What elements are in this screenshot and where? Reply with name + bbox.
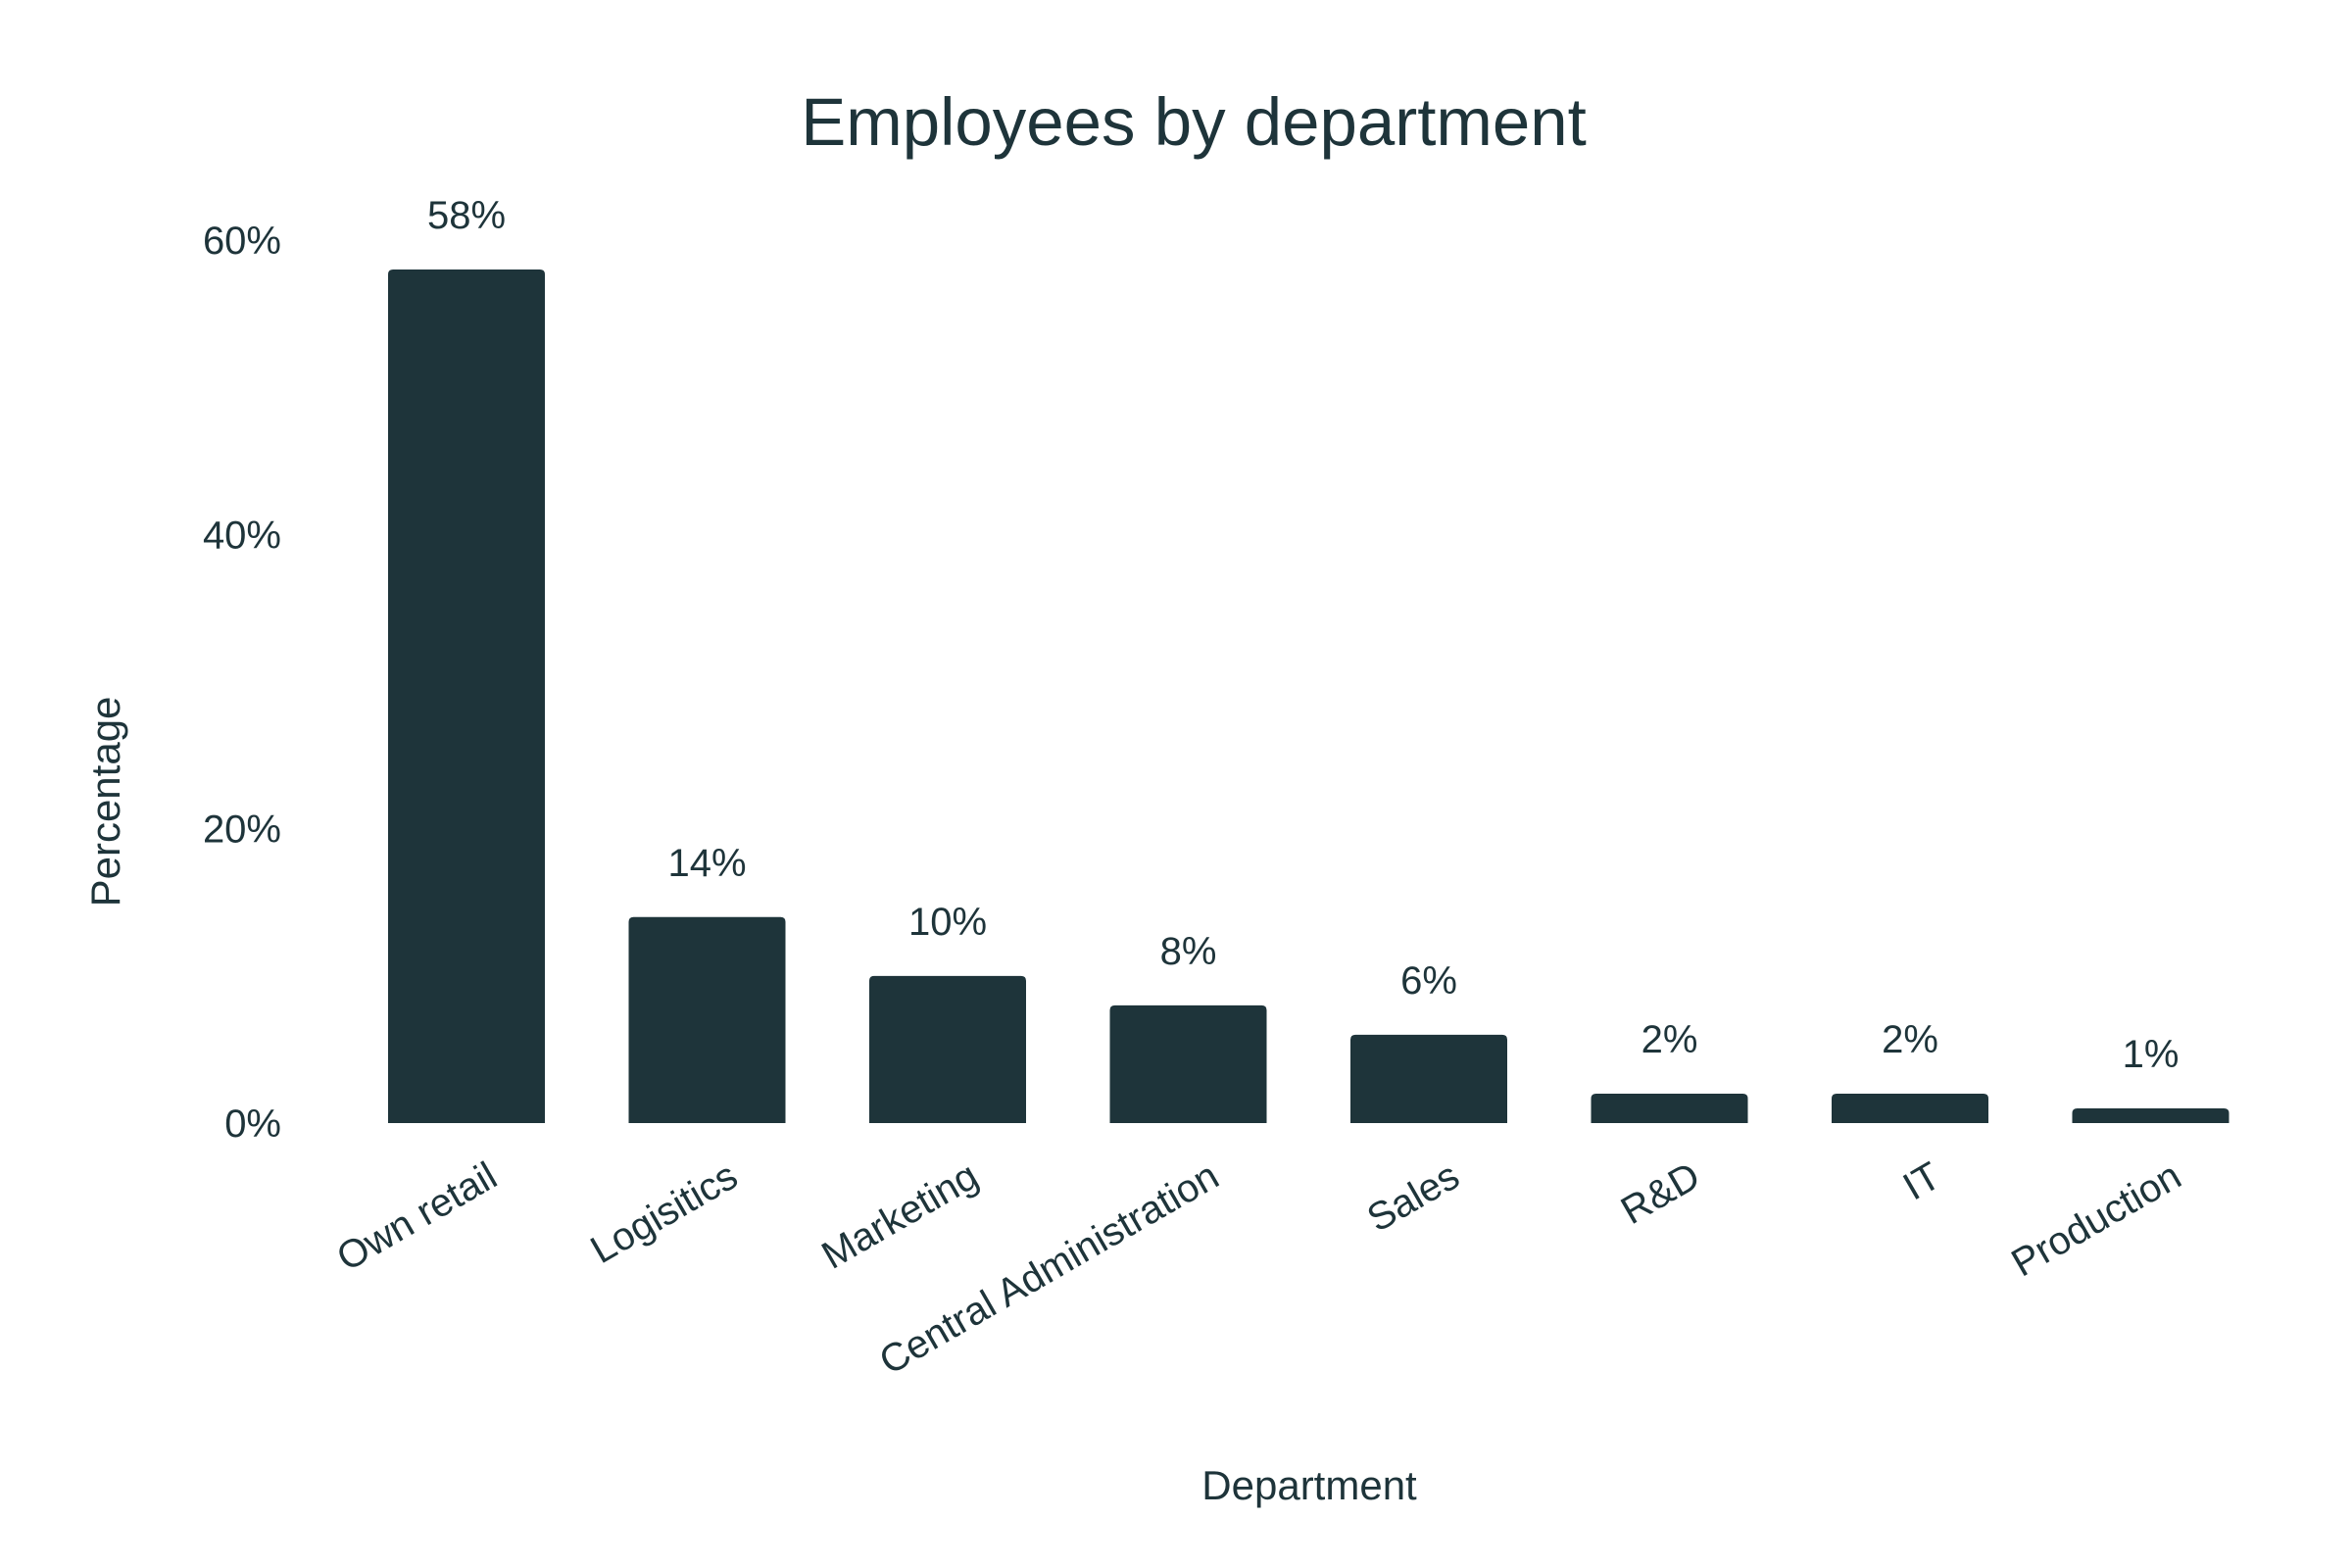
data-label: 2%	[1882, 1018, 1938, 1061]
bar	[1350, 1034, 1507, 1123]
y-tick-label: 60%	[203, 220, 281, 263]
bar	[1591, 1093, 1748, 1123]
data-label: 10%	[908, 901, 987, 944]
bar	[628, 916, 786, 1123]
x-tick-label: Sales	[1360, 1154, 1467, 1241]
bars-group	[388, 270, 2230, 1123]
bar	[1109, 1004, 1267, 1123]
data-labels-group: 58% 14% 10% 8% 6% 2% 2% 1%	[427, 194, 2179, 1076]
data-label: 14%	[667, 842, 746, 885]
x-tick-label: Own retail	[330, 1154, 505, 1280]
y-axis-title: Percentage	[82, 697, 128, 907]
data-label: 6%	[1400, 959, 1457, 1003]
bar	[869, 975, 1026, 1123]
y-tick-label: 0%	[224, 1102, 281, 1146]
x-tick-label: Production	[2004, 1154, 2188, 1286]
x-tick-label: Logisitics	[584, 1154, 745, 1272]
bar	[2072, 1107, 2230, 1123]
y-tick-label: 20%	[203, 808, 281, 852]
chart-title: Employees by department	[801, 84, 1587, 160]
x-axis-title: Department	[1201, 1462, 1417, 1508]
y-axis-ticks: 0% 20% 40% 60%	[203, 220, 281, 1146]
x-tick-label: IT	[1896, 1154, 1948, 1209]
data-label: 1%	[2123, 1033, 2180, 1076]
bar	[1832, 1093, 1988, 1123]
y-tick-label: 40%	[203, 514, 281, 557]
bar	[388, 270, 545, 1123]
data-label: 58%	[427, 194, 506, 237]
x-tick-label: R&D	[1614, 1154, 1707, 1233]
data-label: 2%	[1642, 1018, 1698, 1061]
data-label: 8%	[1160, 930, 1217, 973]
x-tick-label: Marketing	[814, 1154, 985, 1278]
